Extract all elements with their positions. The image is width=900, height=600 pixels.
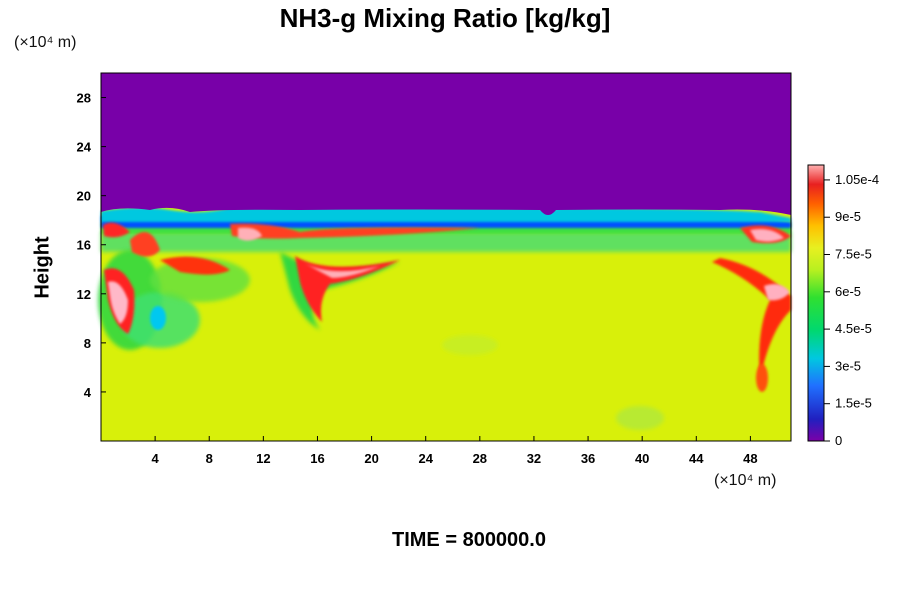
plot-frame [100,72,792,442]
x-axis: 4 8 12 16 20 24 28 32 36 40 44 48 [152,436,758,466]
x-tick-label: 24 [418,451,433,466]
colorbar-tick-label: 9e-5 [835,209,861,224]
x-tick-label: 20 [364,451,378,466]
colorbar-tick-label: 4.5e-5 [835,321,872,336]
x-tick-label: 44 [689,451,704,466]
y-tick-label: 20 [77,189,91,204]
colorbar-tick-label: 6e-5 [835,284,861,299]
colorbar-gradient [807,164,825,442]
y-tick-label: 24 [77,140,92,155]
chart-title: NH3-g Mixing Ratio [kg/kg] [279,3,611,33]
x-axis-unit: (×10⁴ m) [714,472,777,489]
left-turbulent-region [98,222,250,350]
heatmap-field [98,73,791,441]
y-tick-label: 4 [84,385,92,400]
right-plume [442,225,791,430]
x-tick-label: 40 [635,451,649,466]
colorbar: 0 1.5e-5 3e-5 4.5e-5 6e-5 7.5e-5 9e-5 1.05e-4 [807,164,879,448]
y-axis-unit: (×10⁴ m) [14,34,77,51]
colorbar-tick-label: 1.5e-5 [835,396,872,411]
x-tick-label: 36 [581,451,595,466]
colorbar-tick-label: 1.05e-4 [835,172,879,187]
x-tick-label: 4 [152,451,160,466]
colorbar-tick-label: 7.5e-5 [835,247,872,262]
upper-layer [101,73,791,215]
mid-band [101,232,791,252]
x-tick-label: 12 [256,451,270,466]
colorbar-tick-label: 0 [835,433,842,448]
x-tick-label: 48 [743,451,757,466]
time-label: TIME = 800000.0 [392,529,546,551]
x-tick-label: 28 [473,451,487,466]
colorbar-tick-label: 3e-5 [835,358,861,373]
y-tick-label: 12 [77,287,91,302]
x-tick-label: 32 [527,451,541,466]
x-tick-label: 16 [310,451,324,466]
y-axis: 4 8 12 16 20 24 28 [77,91,106,400]
y-tick-label: 16 [77,238,91,253]
central-plume [230,223,480,330]
x-tick-label: 8 [206,451,213,466]
y-tick-label: 28 [77,91,91,106]
y-tick-label: 8 [84,336,91,351]
